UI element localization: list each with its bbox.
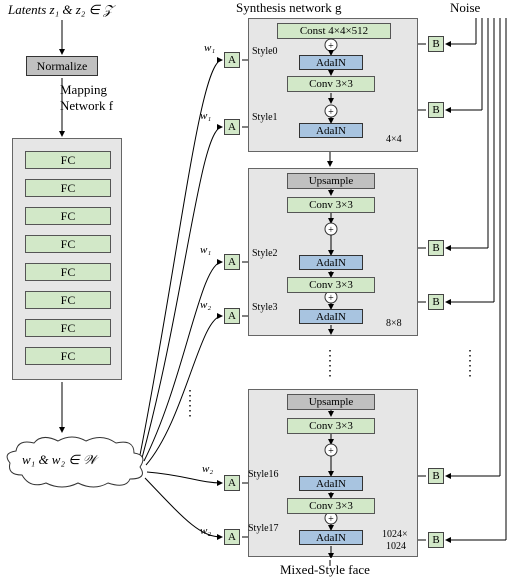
fc-layer: FC [25, 151, 111, 169]
svg-text:+: + [328, 107, 334, 118]
w-label: w₂ [202, 463, 213, 475]
res-label: 1024× [382, 529, 408, 540]
conv-box: Conv 3×3 [287, 76, 375, 92]
noise-B: B [428, 468, 444, 484]
affine-A: A [224, 475, 240, 491]
w-label: w₂ [200, 299, 211, 311]
fc-layer: FC [25, 291, 111, 309]
svg-text:+: + [328, 41, 334, 52]
fc-layer: FC [25, 347, 111, 365]
fc-layer: FC [25, 319, 111, 337]
adain-box: AdaIN [299, 476, 363, 491]
style-label: Style0 [252, 46, 278, 57]
res-label: 4×4 [386, 134, 402, 145]
conv-box: Conv 3×3 [287, 498, 375, 514]
w-label: w₁ [200, 244, 211, 256]
noise-label: Noise [450, 0, 480, 16]
fc-layer: FC [25, 235, 111, 253]
mapping-l2: Network f [60, 98, 113, 113]
conv-box: Conv 3×3 [287, 277, 375, 293]
mapping-box: FC FC FC FC FC FC FC FC [12, 138, 122, 380]
affine-A: A [224, 529, 240, 545]
svg-text:+: + [328, 293, 334, 304]
adain-box: AdaIN [299, 530, 363, 545]
noise-B: B [428, 102, 444, 118]
affine-A: A [224, 52, 240, 68]
res-label: 8×8 [386, 318, 402, 329]
svg-text:⋮: ⋮ [183, 389, 197, 404]
latents-label: Latents z₁ & z₂ ∈ 𝒵 [8, 2, 113, 18]
affine-A: A [224, 254, 240, 270]
fc-layer: FC [25, 179, 111, 197]
svg-text:⋮: ⋮ [463, 349, 477, 364]
style-label: Style17 [248, 523, 279, 534]
svg-text:⋮: ⋮ [463, 364, 477, 379]
adain-box: AdaIN [299, 55, 363, 70]
synth-block-4x4: Const 4×4×512 + + AdaIN Conv 3×3 AdaIN [248, 18, 418, 152]
noise-B: B [428, 294, 444, 310]
adain-box: AdaIN [299, 255, 363, 270]
style-label: Style1 [252, 112, 278, 123]
res-label: 1024 [386, 541, 406, 552]
normalize-box: Normalize [26, 56, 98, 76]
svg-text:+: + [328, 225, 334, 236]
svg-text:⋮: ⋮ [323, 364, 337, 379]
style-label: Style16 [248, 469, 279, 480]
mixed-style-label: Mixed-Style face [280, 562, 370, 578]
adain-box: AdaIN [299, 123, 363, 138]
svg-text:⋮: ⋮ [323, 349, 337, 364]
noise-B: B [428, 240, 444, 256]
style-label: Style3 [252, 302, 278, 313]
svg-text:+: + [328, 446, 334, 457]
affine-A: A [224, 308, 240, 324]
affine-A: A [224, 119, 240, 135]
synthesis-label: Synthesis network g [236, 0, 341, 16]
w-label: w₂ [200, 525, 211, 537]
noise-B: B [428, 532, 444, 548]
fc-layer: FC [25, 263, 111, 281]
mapping-l1: Mapping [60, 82, 107, 97]
svg-text:⋮: ⋮ [183, 404, 197, 419]
fc-layer: FC [25, 207, 111, 225]
adain-box: AdaIN [299, 309, 363, 324]
w-label: w₁ [204, 42, 215, 54]
noise-B: B [428, 36, 444, 52]
style-label: Style2 [252, 248, 278, 259]
mapping-network-label: Mapping Network f [60, 82, 150, 114]
w-label: w₁ [200, 110, 211, 122]
cloud-label: w₁ & w₂ ∈ 𝒲 [22, 452, 96, 468]
svg-text:+: + [328, 514, 334, 525]
